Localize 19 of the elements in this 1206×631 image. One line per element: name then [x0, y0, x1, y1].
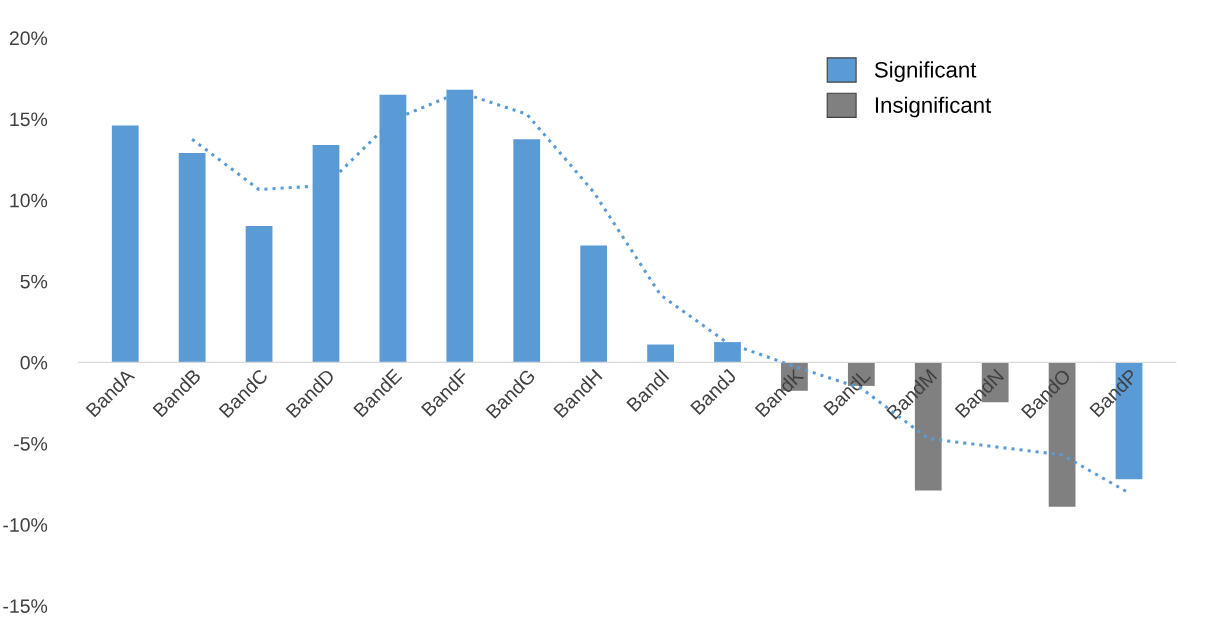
- y-tick-label: -15%: [3, 599, 48, 613]
- y-tick-label: 0%: [20, 355, 48, 370]
- bar: [245, 226, 273, 363]
- y-tick-label: -10%: [3, 518, 48, 532]
- y-tick-label: -5%: [14, 437, 48, 451]
- bar: [580, 245, 608, 363]
- bar: [647, 344, 674, 363]
- bar: [714, 342, 741, 363]
- y-tick-label: 20%: [9, 31, 48, 46]
- y-tick-label: 5%: [20, 274, 48, 289]
- legend-label: Significant: [874, 61, 977, 83]
- bar: [513, 139, 541, 363]
- y-tick-label: 10%: [10, 193, 48, 208]
- bar: [312, 144, 340, 363]
- bar: [111, 125, 139, 363]
- bar: [379, 94, 407, 363]
- legend-label: Insignificant: [875, 96, 992, 118]
- y-tick-label: 15%: [10, 112, 48, 127]
- bar: [178, 153, 206, 363]
